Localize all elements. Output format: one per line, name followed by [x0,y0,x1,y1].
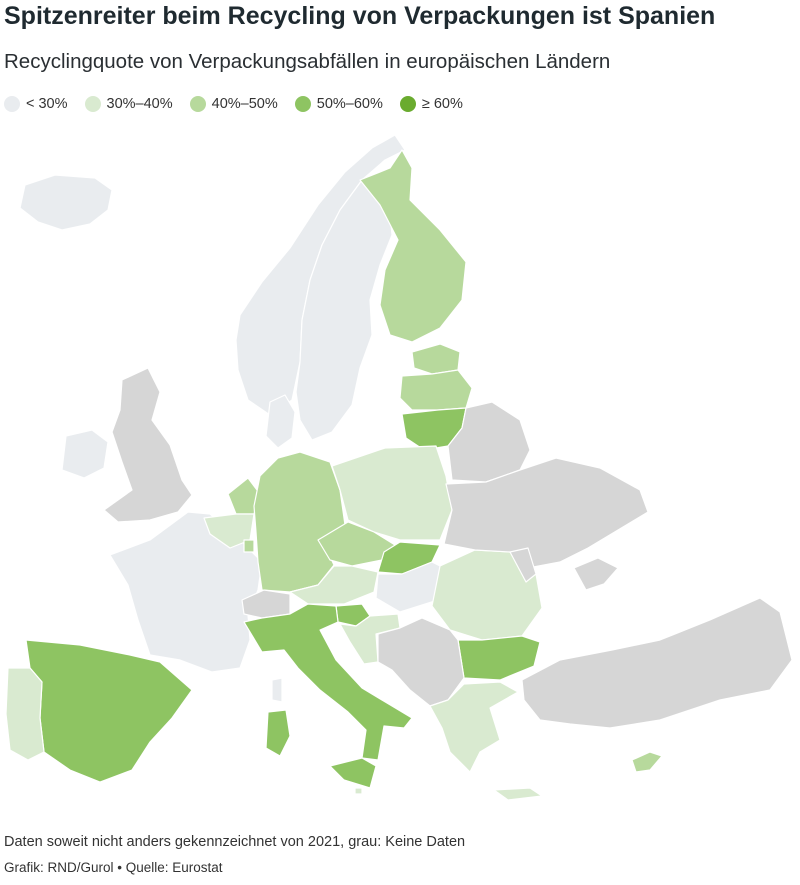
country-italien [243,603,413,761]
legend-swatch [84,96,101,112]
country-luxemburg [243,539,255,553]
legend-swatch [4,96,20,112]
country-irland [61,429,109,479]
country-belarus [447,401,531,483]
country-uk [103,367,193,523]
legend-label: 30%–40% [106,96,173,112]
country-italien-sizilien [329,757,377,789]
country-polen [331,445,453,541]
country-italien-sardinien [265,709,291,757]
page-subtitle: Recyclingquote von Verpackungsabfällen i… [4,50,611,73]
country-bulgarien [457,635,541,681]
country-lettland [399,369,473,411]
legend-label: 50%–60% [316,96,383,112]
country-griechenland-kreta [493,787,543,801]
country-zypern [631,751,663,773]
page-title: Spitzenreiter beim Recycling von Verpack… [4,2,716,30]
europe-map [5,134,793,801]
country-deutschland [253,451,346,593]
footer-credits: Grafik: RND/Gurol • Quelle: Eurostat [4,860,223,875]
legend-label: 40%–50% [211,96,278,112]
country-frankreich-korsika [271,677,283,703]
country-malta [354,787,363,795]
legend-swatch [294,96,311,112]
country-island [19,174,113,231]
legend: < 30% 30%–40% 40%–50% 50%–60% ≥ 60% [4,96,480,112]
country-oesterreich [289,565,379,605]
country-spanien [25,639,193,783]
country-finnland [359,149,467,343]
legend-item-50-60: 50%–60% [294,96,383,112]
legend-item-30-40: 30%–40% [84,96,173,112]
country-schweden [295,171,393,441]
legend-swatch [399,96,416,112]
country-estland [411,343,461,375]
footer-note: Daten soweit nicht anders gekennzeichnet… [4,834,466,850]
legend-item-below30: < 30% [4,96,68,112]
legend-item-40-50: 40%–50% [189,96,278,112]
country-daenemark [265,394,296,449]
legend-swatch [189,96,206,112]
country-portugal [5,667,45,761]
country-griechenland [429,681,519,773]
country-krim [573,557,619,591]
country-ukraine [443,457,649,569]
legend-label: < 30% [26,96,68,112]
country-westbalkan [377,617,465,707]
country-moldau [509,547,537,583]
country-tuerkei [521,597,793,729]
legend-item-ge60: ≥ 60% [399,96,463,112]
legend-label: ≥ 60% [421,96,463,112]
